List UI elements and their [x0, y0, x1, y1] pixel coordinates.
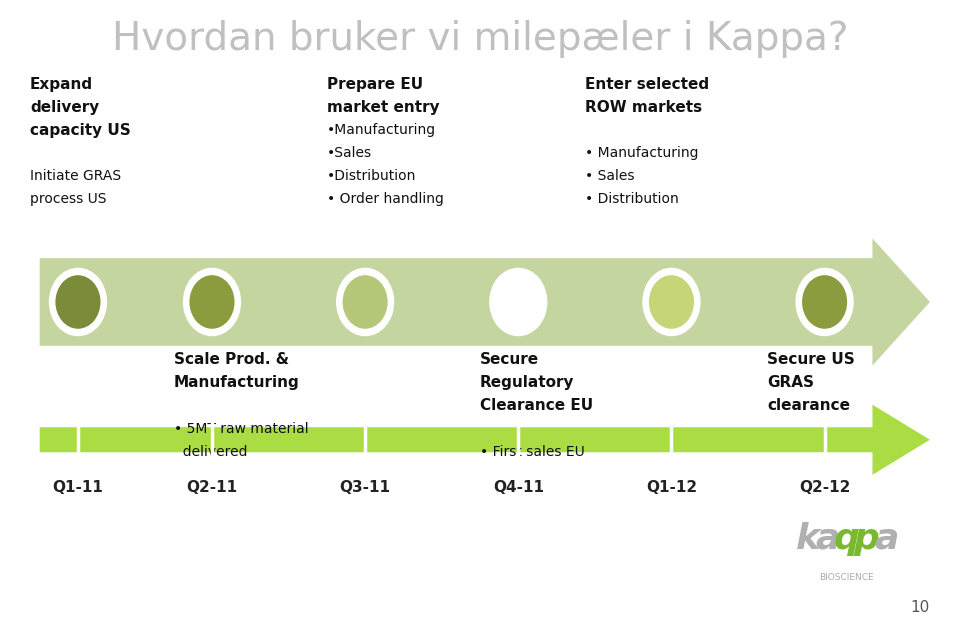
Text: • Manufacturing: • Manufacturing: [586, 146, 699, 160]
Text: •Distribution: •Distribution: [326, 169, 417, 183]
Ellipse shape: [337, 269, 393, 335]
Text: k: k: [796, 521, 820, 555]
Ellipse shape: [188, 274, 236, 330]
Polygon shape: [39, 238, 930, 365]
Ellipse shape: [644, 269, 699, 335]
Text: a: a: [815, 521, 839, 555]
Text: Q1-11: Q1-11: [53, 481, 104, 496]
Text: Q3-11: Q3-11: [340, 481, 391, 496]
Ellipse shape: [184, 269, 240, 335]
Text: BIOSCIENCE: BIOSCIENCE: [819, 573, 874, 582]
Text: capacity US: capacity US: [30, 123, 131, 138]
Text: a: a: [875, 521, 899, 555]
Text: Hvordan bruker vi milepæler i Kappa?: Hvordan bruker vi milepæler i Kappa?: [111, 20, 849, 58]
Ellipse shape: [801, 274, 849, 330]
Text: Q2-12: Q2-12: [799, 481, 851, 496]
Text: q: q: [834, 521, 860, 555]
Text: • Order handling: • Order handling: [326, 192, 444, 206]
Text: Manufacturing: Manufacturing: [174, 376, 300, 390]
Text: GRAS: GRAS: [767, 376, 814, 390]
Ellipse shape: [797, 269, 852, 335]
Text: •Manufacturing: •Manufacturing: [326, 123, 436, 137]
Text: Secure: Secure: [480, 352, 540, 367]
Ellipse shape: [50, 269, 106, 335]
Text: Q1-12: Q1-12: [646, 481, 697, 496]
Text: 10: 10: [911, 600, 930, 615]
Ellipse shape: [647, 274, 695, 330]
Text: delivery: delivery: [30, 100, 99, 114]
Text: process US: process US: [30, 192, 107, 206]
Ellipse shape: [54, 274, 102, 330]
Text: • Distribution: • Distribution: [586, 192, 679, 206]
Text: Scale Prod. &: Scale Prod. &: [174, 352, 289, 367]
Polygon shape: [39, 404, 930, 475]
Text: Secure US: Secure US: [767, 352, 855, 367]
Text: Clearance EU: Clearance EU: [480, 398, 593, 413]
Text: • 5MT raw material: • 5MT raw material: [174, 421, 308, 436]
Text: clearance: clearance: [767, 398, 851, 413]
Text: Prepare EU: Prepare EU: [326, 77, 423, 92]
Text: •Sales: •Sales: [326, 146, 372, 160]
Text: • Sales: • Sales: [586, 169, 635, 183]
Text: market entry: market entry: [326, 100, 440, 114]
Text: Enter selected: Enter selected: [586, 77, 709, 92]
Text: • First sales EU: • First sales EU: [480, 445, 585, 459]
Text: p: p: [853, 521, 879, 555]
Text: Q4-11: Q4-11: [492, 481, 543, 496]
Text: Regulatory: Regulatory: [480, 376, 574, 390]
Ellipse shape: [491, 269, 546, 335]
Text: Q2-11: Q2-11: [186, 481, 237, 496]
Text: delivered: delivered: [174, 445, 247, 459]
Text: Expand: Expand: [30, 77, 93, 92]
Ellipse shape: [494, 274, 542, 330]
Text: ROW markets: ROW markets: [586, 100, 703, 114]
Text: Initiate GRAS: Initiate GRAS: [30, 169, 121, 183]
Ellipse shape: [341, 274, 389, 330]
